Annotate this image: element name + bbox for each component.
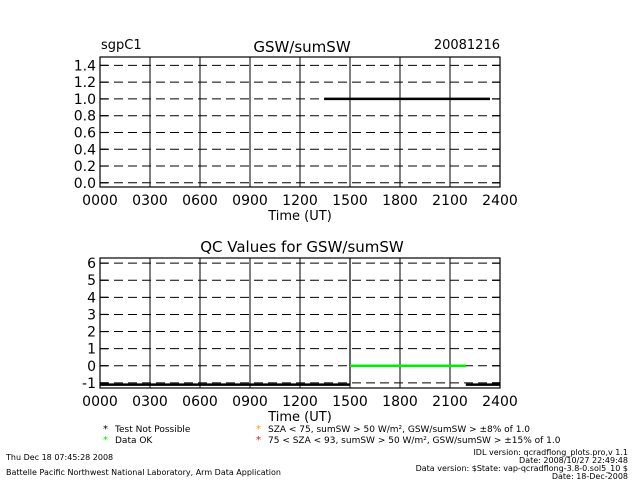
legend-text: Data OK	[115, 436, 153, 446]
plot-frame-bottom	[99, 257, 501, 389]
x-tick-label: 2100	[432, 193, 468, 209]
x-tick-label: 1800	[382, 394, 418, 410]
legend-symbol: *	[103, 424, 108, 435]
x-tick-label: 2100	[432, 394, 468, 410]
legend-symbol: *	[256, 424, 261, 435]
legend-item: * Data OK	[103, 435, 153, 446]
legend-text: Test Not Possible	[114, 425, 191, 435]
footer: Thu Dec 18 07:45:28 2008 Battelle Pacifi…	[5, 448, 628, 480]
x-tick-label: 1500	[332, 394, 368, 410]
y-tick-label: 1.0	[74, 92, 96, 108]
legend-text: 75 < SZA < 93, sumSW > 50 W/m², GSW/sumS…	[268, 436, 561, 446]
x-axis-label-top: Time (UT)	[267, 209, 332, 224]
footer-institution: Battelle Pacific Northwest National Labo…	[6, 468, 281, 477]
y-tick-label: 0.2	[74, 159, 96, 175]
x-tick-label: 0600	[182, 193, 218, 209]
x-tick-label: 1200	[282, 394, 318, 410]
y-ticks-top: 0.00.20.40.60.81.01.21.4	[74, 58, 500, 192]
x-tick-label: 0000	[82, 394, 118, 410]
y-tick-label: 6	[87, 256, 96, 272]
y-tick-label: 5	[87, 273, 96, 289]
qc-legend: * Test Not Possible * Data OK * SZA < 75…	[103, 424, 561, 446]
x-tick-label: 1800	[382, 193, 418, 209]
x-tick-label: 0900	[232, 394, 268, 410]
y-tick-label: 0.8	[74, 109, 96, 125]
footer-date2: Date: 18-Dec-2008	[552, 472, 628, 480]
x-tick-label: 2400	[482, 193, 518, 209]
y-tick-label: 1.2	[74, 75, 96, 91]
x-tick-label: 0300	[132, 394, 168, 410]
x-tick-label: 0900	[232, 193, 268, 209]
y-tick-label: 0	[87, 359, 96, 375]
legend-text: SZA < 75, sumSW > 50 W/m², GSW/sumSW > ±…	[268, 425, 530, 435]
y-tick-label: -1	[82, 376, 96, 392]
legend-symbol: *	[103, 435, 108, 446]
y-tick-label: 3	[87, 307, 96, 323]
chart-title-bottom: QC Values for GSW/sumSW	[200, 238, 404, 256]
x-tick-label: 0000	[82, 193, 118, 209]
x-tick-label: 0600	[182, 394, 218, 410]
x-tick-label: 0300	[132, 193, 168, 209]
y-tick-label: 1.4	[74, 58, 96, 74]
legend-item: * Test Not Possible	[103, 424, 191, 435]
y-tick-label: 0.4	[74, 142, 96, 158]
grid-top	[100, 57, 500, 187]
date-label: 20081216	[434, 38, 500, 53]
y-tick-label: 2	[87, 325, 96, 341]
x-tick-label: 2400	[482, 394, 518, 410]
x-tick-label: 1200	[282, 193, 318, 209]
x-ticks-top: 0000 0300 0600 0900 1200 1500 1800 2100 2400	[82, 193, 518, 209]
grid-bottom	[100, 258, 500, 388]
chart-title-top: GSW/sumSW	[253, 38, 350, 56]
plot-frame-top	[99, 56, 501, 188]
y-tick-label: 0.0	[74, 176, 96, 192]
footer-data-version: Data version: $State: vap-qcradflong-3.8…	[416, 464, 628, 473]
y-tick-label: 4	[87, 290, 96, 306]
y-tick-label: 0.6	[74, 125, 96, 141]
legend-item: * SZA < 75, sumSW > 50 W/m², GSW/sumSW >…	[256, 424, 530, 435]
gsw-sumsw-panel: sgpC1 GSW/sumSW 20081216 0.00.20.40.60.8…	[74, 38, 518, 224]
x-tick-label: 1500	[332, 193, 368, 209]
legend-item: * 75 < SZA < 93, sumSW > 50 W/m², GSW/su…	[256, 435, 561, 446]
x-axis-label-bottom: Time (UT)	[267, 410, 332, 425]
legend-symbol: *	[256, 435, 261, 446]
y-tick-label: 1	[87, 342, 96, 358]
x-ticks-bottom: 0000 0300 0600 0900 1200 1500 1800 2100 2400	[82, 394, 518, 410]
footer-timestamp: Thu Dec 18 07:45:28 2008	[5, 453, 113, 462]
site-label: sgpC1	[101, 38, 142, 53]
series-bottom	[100, 258, 500, 386]
footer-date1: Date: 2008/10/27 22:49:48	[519, 456, 628, 465]
footer-idl-version: IDL version: qcradflong_plots.pro,v 1.1	[473, 448, 628, 457]
